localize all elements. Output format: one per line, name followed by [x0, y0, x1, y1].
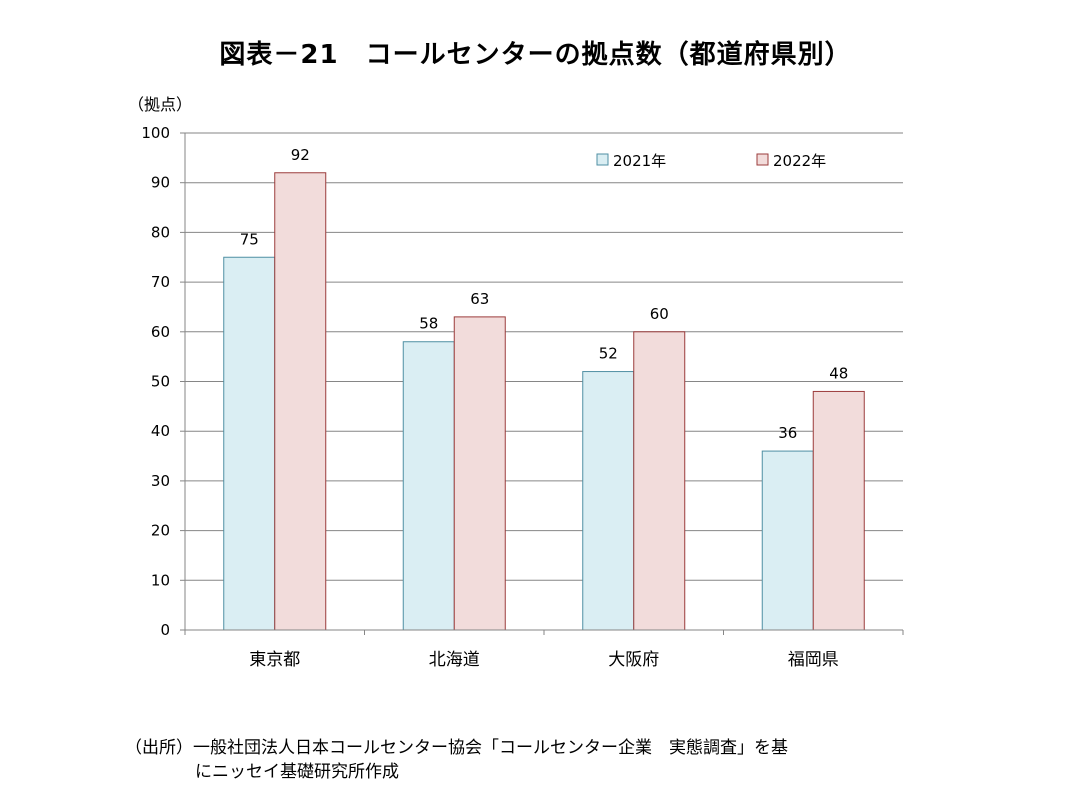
- y-tick-label: 0: [160, 621, 170, 639]
- category-label: 福岡県: [788, 650, 839, 670]
- bar-2021: [402, 341, 455, 631]
- y-tick-label: 100: [141, 124, 170, 142]
- source-line-2: にニッセイ基礎研究所作成: [195, 762, 399, 782]
- y-axis-ticks: 0 10 20 30 40 50 60 70 80 90 100: [141, 124, 185, 639]
- y-tick-label: 50: [151, 373, 170, 391]
- bar-2021: [761, 450, 814, 631]
- source-note: （出所）一般社団法人日本コールセンター協会「コールセンター企業 実態調査」を基 …: [125, 736, 788, 784]
- bar-2022: [812, 390, 865, 631]
- data-label-2022: 60: [650, 305, 669, 323]
- y-tick-label: 20: [151, 522, 170, 540]
- data-label-2022: 63: [470, 290, 489, 308]
- chart-title: 図表－21 コールセンターの拠点数（都道府県別）: [219, 40, 852, 70]
- legend-swatch-2022: [756, 153, 769, 166]
- y-tick-label: 60: [151, 323, 170, 341]
- y-tick-label: 80: [151, 223, 170, 241]
- source-line-1: （出所）一般社団法人日本コールセンター協会「コールセンター企業 実態調査」を基: [125, 738, 788, 758]
- category-label: 東京都: [249, 650, 300, 670]
- bar-2021: [223, 256, 276, 631]
- y-tick-label: 70: [151, 273, 170, 291]
- bars: [223, 172, 865, 631]
- y-tick-label: 30: [151, 472, 170, 490]
- data-label-2021: 75: [240, 230, 259, 248]
- data-label-2021: 36: [778, 424, 797, 442]
- category-label: 大阪府: [608, 650, 659, 670]
- legend-label-2021: 2021年: [613, 152, 666, 170]
- category-label: 北海道: [429, 650, 480, 670]
- y-tick-label: 40: [151, 422, 170, 440]
- y-tick-label: 10: [151, 571, 170, 589]
- y-tick-label: 90: [151, 174, 170, 192]
- y-axis-label: （拠点）: [128, 95, 192, 114]
- legend-label-2022: 2022年: [773, 152, 826, 170]
- legend-swatch-2021: [596, 153, 609, 166]
- data-label-2021: 58: [419, 315, 438, 333]
- bar-2022: [633, 331, 686, 631]
- data-labels: 75 92 58 63 52 60 36 48: [240, 146, 849, 442]
- data-label-2021: 52: [599, 345, 618, 363]
- bar-2021: [582, 371, 635, 631]
- x-axis: [184, 133, 904, 635]
- data-label-2022: 92: [291, 146, 310, 164]
- legend: 2021年 2022年: [596, 152, 826, 170]
- category-labels: 東京都 北海道 大阪府 福岡県: [249, 650, 839, 670]
- data-label-2022: 48: [829, 364, 848, 382]
- bar-2022: [453, 316, 506, 631]
- bar-2022: [274, 172, 327, 631]
